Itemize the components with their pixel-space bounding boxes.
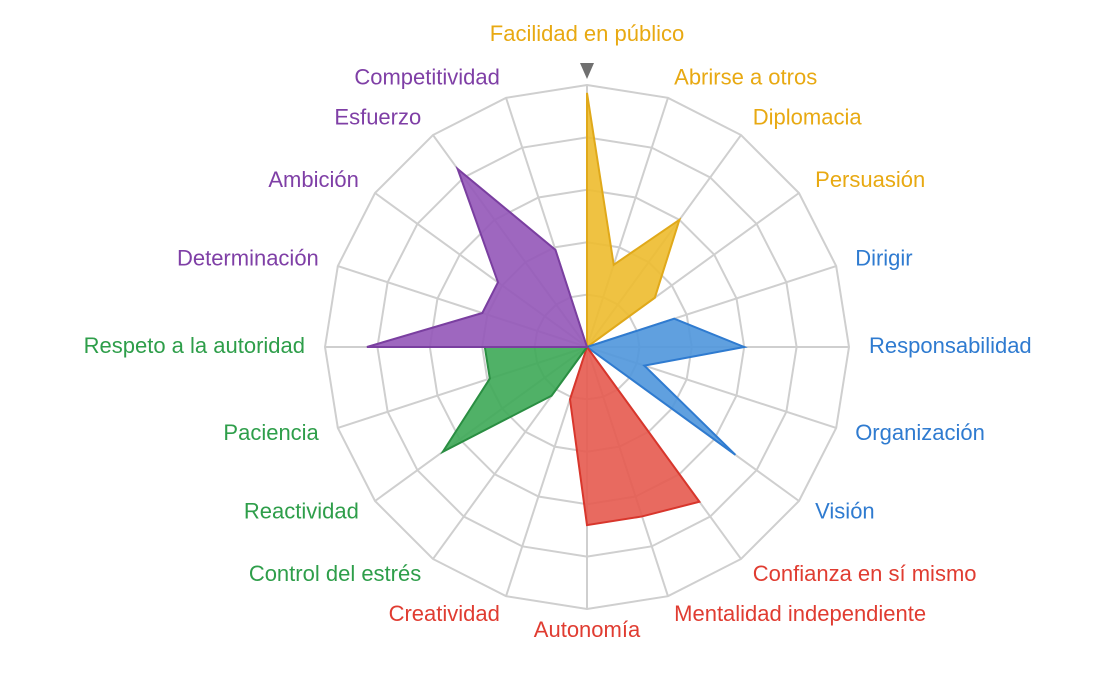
- area-yellow: [586, 92, 682, 349]
- axis-label-creatividad: Creatividad: [389, 601, 500, 626]
- axis-label-dirigir: Dirigir: [855, 246, 912, 271]
- axis-label-organizacion: Organización: [855, 420, 985, 445]
- top-marker-triangle: [580, 63, 594, 79]
- area-green: [440, 346, 589, 455]
- axis-label-mentalidad-independiente: Mentalidad independiente: [674, 601, 926, 626]
- axis-label-abrirse-a-otros: Abrirse a otros: [674, 65, 817, 90]
- radar-areas: [366, 92, 748, 527]
- top-marker: [580, 63, 594, 79]
- axis-label-confianza-en-si-mismo: Confianza en sí mismo: [753, 561, 977, 586]
- axis-label-respeto-a-la-autoridad: Respeto a la autoridad: [84, 333, 305, 358]
- axis-labels: Facilidad en público Abrirse a otros Diplo…: [84, 21, 1032, 642]
- axis-label-reactividad: Reactividad: [244, 499, 359, 524]
- axis-label-ambicion: Ambición: [268, 167, 358, 192]
- axis-label-facilidad-en-publico: Facilidad en público: [490, 21, 684, 46]
- axis-label-diplomacia: Diplomacia: [753, 105, 863, 130]
- axis-label-control-del-estres: Control del estrés: [249, 561, 421, 586]
- area-blue: [584, 317, 748, 456]
- axis-label-determinacion: Determinación: [177, 246, 319, 271]
- axis-label-competitividad: Competitividad: [354, 65, 500, 90]
- axis-label-esfuerzo: Esfuerzo: [334, 105, 421, 130]
- axis-label-autonomia: Autonomía: [534, 617, 641, 642]
- axis-label-paciencia: Paciencia: [223, 420, 319, 445]
- axis-label-responsabilidad: Responsabilidad: [869, 333, 1032, 358]
- axis-label-persuasion: Persuasión: [815, 167, 925, 192]
- axis-label-vision: Visión: [815, 499, 875, 524]
- area-red: [568, 344, 702, 527]
